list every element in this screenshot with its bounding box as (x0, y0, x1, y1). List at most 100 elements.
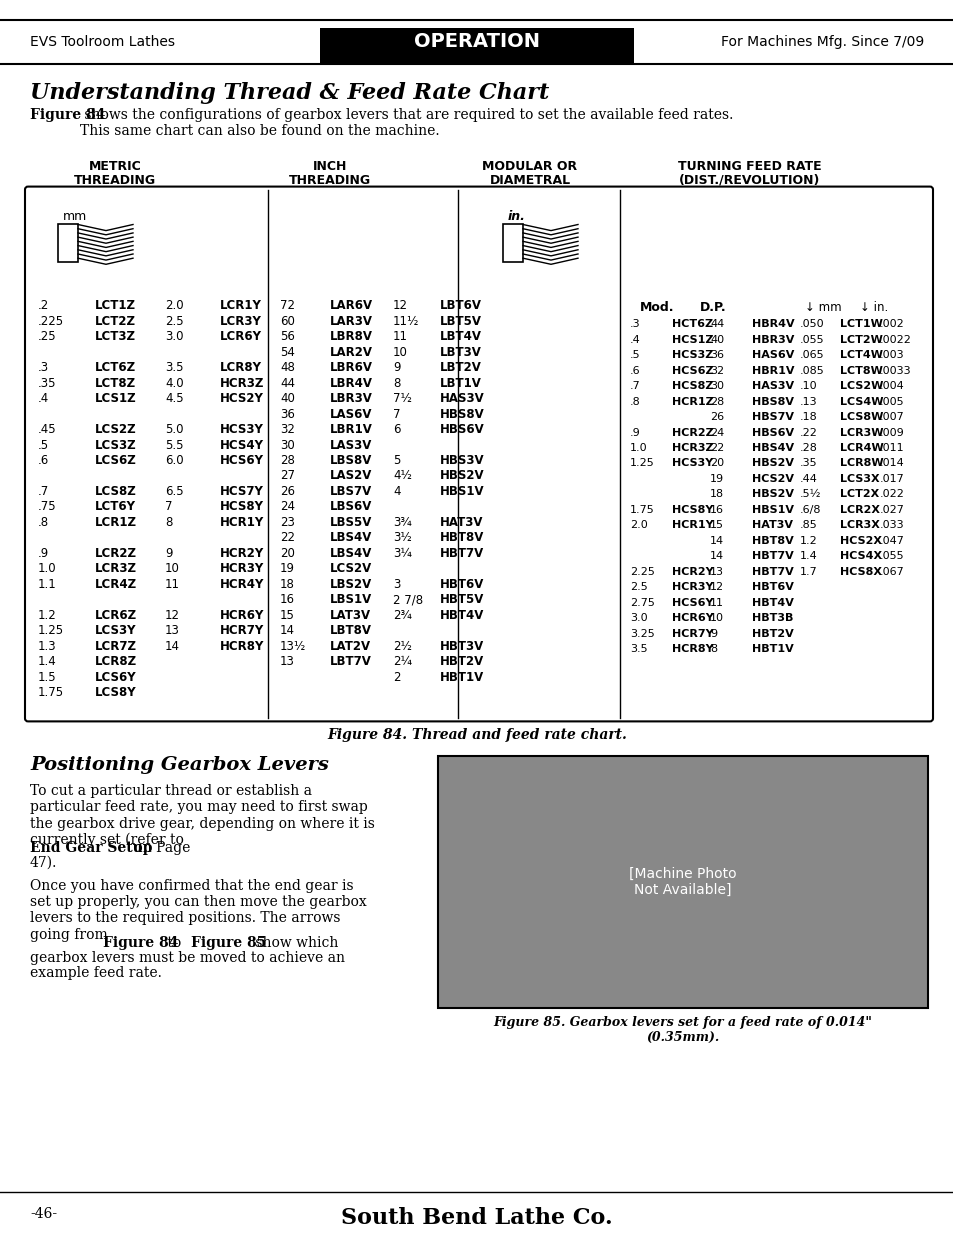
Text: HBT2V: HBT2V (439, 655, 484, 668)
Text: .8: .8 (38, 516, 49, 529)
Text: .25: .25 (38, 330, 56, 343)
Text: HBS6V: HBS6V (751, 427, 793, 437)
Text: .44: .44 (800, 474, 817, 484)
Text: 4.5: 4.5 (165, 393, 183, 405)
Text: 1.4: 1.4 (38, 655, 56, 668)
Text: 20: 20 (280, 547, 294, 559)
Text: LCT1W: LCT1W (840, 320, 882, 330)
Text: HBT3V: HBT3V (439, 640, 484, 652)
Text: 16: 16 (280, 593, 294, 606)
Text: HCR2Y: HCR2Y (671, 567, 713, 577)
Text: 14: 14 (280, 624, 294, 637)
Text: LCR4W: LCR4W (840, 443, 882, 453)
Text: HBT1V: HBT1V (751, 645, 793, 655)
Text: .85: .85 (800, 520, 817, 530)
Text: LBS7V: LBS7V (330, 485, 372, 498)
Text: .009: .009 (879, 427, 903, 437)
Text: 20: 20 (709, 458, 723, 468)
Text: 3¾: 3¾ (393, 516, 412, 529)
Text: 1.2: 1.2 (38, 609, 56, 621)
Text: LCT6Y: LCT6Y (95, 500, 136, 514)
Text: HBT4V: HBT4V (751, 598, 793, 608)
Text: 32: 32 (709, 366, 723, 375)
Text: 1.1: 1.1 (38, 578, 56, 590)
Text: LCR2X: LCR2X (840, 505, 879, 515)
Text: HCS3Y: HCS3Y (671, 458, 713, 468)
Text: LBT5V: LBT5V (439, 315, 481, 327)
Text: HCS3Z: HCS3Z (671, 351, 713, 361)
Text: .7: .7 (38, 485, 50, 498)
Text: HAS3V: HAS3V (439, 393, 484, 405)
Text: 22: 22 (280, 531, 294, 545)
Text: 27: 27 (280, 469, 294, 483)
Text: .5: .5 (38, 438, 49, 452)
Text: HCR3Y: HCR3Y (220, 562, 264, 576)
Text: Figure 84: Figure 84 (30, 107, 105, 122)
Text: .22: .22 (800, 427, 817, 437)
Text: show which: show which (251, 936, 338, 950)
Text: in.: in. (507, 210, 525, 222)
Text: 15: 15 (709, 520, 723, 530)
Text: 23: 23 (280, 516, 294, 529)
Text: 47).: 47). (30, 856, 57, 871)
Text: .065: .065 (800, 351, 823, 361)
Text: .4: .4 (38, 393, 50, 405)
Text: 40: 40 (280, 393, 294, 405)
Text: HCS2X: HCS2X (840, 536, 882, 546)
Text: THREADING: THREADING (74, 174, 156, 186)
Text: 72: 72 (280, 299, 294, 312)
Text: 14: 14 (709, 551, 723, 561)
Text: 1.75: 1.75 (629, 505, 654, 515)
Text: 3.0: 3.0 (165, 330, 183, 343)
Text: HBT2V: HBT2V (751, 629, 793, 638)
Text: 7: 7 (393, 408, 400, 421)
Text: HBT7V: HBT7V (751, 551, 793, 561)
Text: .10: .10 (800, 382, 817, 391)
Text: HBS1V: HBS1V (439, 485, 484, 498)
Text: HCR7Y: HCR7Y (671, 629, 713, 638)
Text: To cut a particular thread or establish a
particular feed rate, you may need to : To cut a particular thread or establish … (30, 784, 375, 847)
Text: LBR6V: LBR6V (330, 361, 373, 374)
Text: HBS8V: HBS8V (439, 408, 484, 421)
Text: .007: .007 (879, 412, 903, 422)
Text: 11½: 11½ (393, 315, 419, 327)
Text: HBS7V: HBS7V (751, 412, 793, 422)
Text: LCS2W: LCS2W (840, 382, 882, 391)
Text: Once you have confirmed that the end gear is
set up properly, you can then move : Once you have confirmed that the end gea… (30, 879, 366, 941)
Text: HCR3Z: HCR3Z (671, 443, 713, 453)
Text: 8: 8 (393, 377, 400, 390)
Text: 3.5: 3.5 (629, 645, 647, 655)
Text: 56: 56 (280, 330, 294, 343)
Text: 5.0: 5.0 (165, 424, 183, 436)
Text: 44: 44 (280, 377, 294, 390)
Text: LCR8W: LCR8W (840, 458, 882, 468)
Text: TURNING FEED RATE: TURNING FEED RATE (678, 159, 821, 173)
Text: HCS6Z: HCS6Z (671, 366, 713, 375)
Text: LCS4W: LCS4W (840, 396, 882, 406)
Text: LCS3Z: LCS3Z (95, 438, 136, 452)
Text: LBS4V: LBS4V (330, 547, 372, 559)
Text: 6.5: 6.5 (165, 485, 183, 498)
Text: 10: 10 (709, 613, 723, 624)
Text: LCR1Y: LCR1Y (220, 299, 262, 312)
Text: (DIST./REVOLUTION): (DIST./REVOLUTION) (679, 174, 820, 186)
Text: HBS2V: HBS2V (751, 489, 793, 499)
Text: 60: 60 (280, 315, 294, 327)
Text: gearbox levers must be moved to achieve an: gearbox levers must be moved to achieve … (30, 951, 345, 965)
Text: .050: .050 (800, 320, 823, 330)
Text: .055: .055 (800, 335, 823, 345)
Text: 14: 14 (709, 536, 723, 546)
Text: 3.25: 3.25 (629, 629, 654, 638)
Text: HBT7V: HBT7V (439, 547, 484, 559)
Text: HCS8Y: HCS8Y (671, 505, 713, 515)
Text: For Machines Mfg. Since 7/09: For Machines Mfg. Since 7/09 (720, 35, 923, 49)
Text: 14: 14 (165, 640, 180, 652)
Text: OPERATION: OPERATION (414, 32, 539, 52)
Text: .35: .35 (38, 377, 56, 390)
Text: HBT6V: HBT6V (439, 578, 484, 590)
Text: 1.7: 1.7 (800, 567, 817, 577)
Text: 10: 10 (165, 562, 180, 576)
Text: 24: 24 (280, 500, 294, 514)
Text: .005: .005 (879, 396, 903, 406)
Text: HCS7Y: HCS7Y (220, 485, 264, 498)
